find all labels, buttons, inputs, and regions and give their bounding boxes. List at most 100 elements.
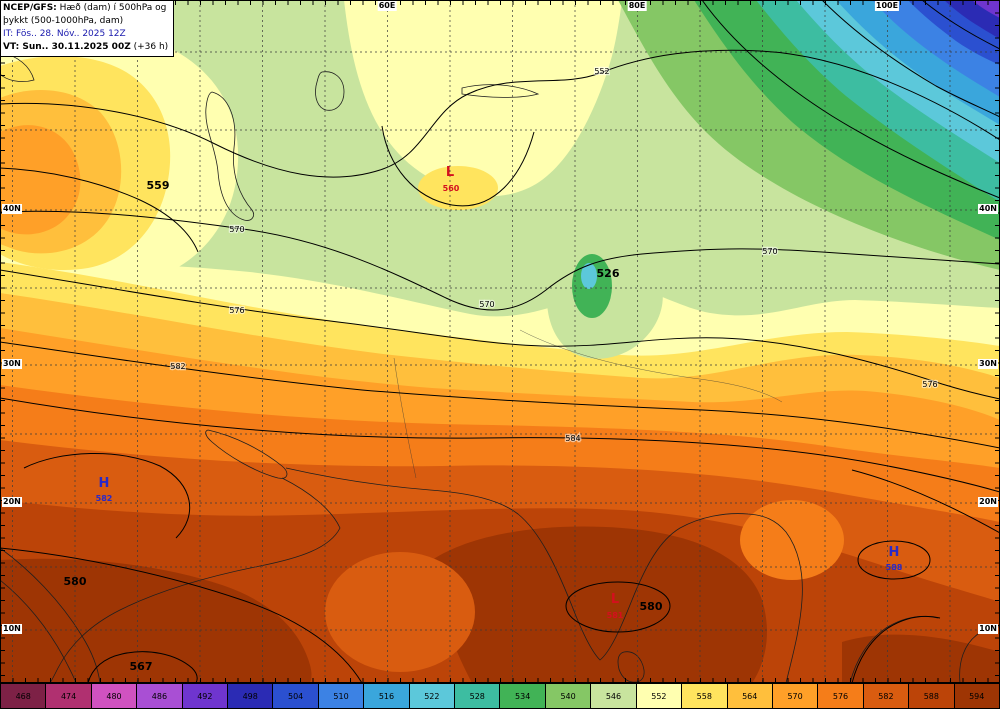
colorbar-cell: 570: [772, 684, 819, 708]
colorbar-value: 516: [378, 691, 395, 701]
india-coastline: [285, 467, 803, 683]
contour-570: [0, 210, 1000, 311]
colorbar-cell: 492: [182, 684, 229, 708]
bold-label-559: 559: [147, 179, 170, 192]
colorbar-cell: 504: [273, 684, 319, 708]
colorbar: 468 474 480 486 492 498 504 510 516 522 528 534 540 5…: [0, 683, 1000, 709]
border-line-1: [393, 357, 417, 479]
bold-label-580: 580: [64, 575, 87, 588]
colorbar-value: 564: [742, 691, 758, 701]
colorbar-cell: 594: [954, 684, 999, 708]
height-contours: [0, 0, 1000, 683]
colorbar-cell: 588: [909, 684, 955, 708]
contour-559: [0, 167, 199, 253]
contour-label-576: 576: [922, 380, 937, 389]
weather-map-canvas: 552 570 570 570 576 576 582 584 559 526 …: [0, 0, 1000, 683]
lon-label-100e: 100E: [874, 1, 900, 11]
valid-time-main: VT: Sun.. 30.11.2025 00Z: [3, 42, 131, 52]
colorbar-cell: 528: [455, 684, 501, 708]
colorbar-value: 594: [969, 691, 985, 701]
contour-552: [0, 49, 1000, 178]
colorbar-cell: 546: [591, 684, 637, 708]
band-522-pocket: [581, 263, 597, 289]
band-492: [972, 0, 1000, 18]
lon-label-60e: 60E: [377, 1, 397, 11]
red-sea-east: [0, 547, 101, 683]
lat-label-30n-right: 30N: [978, 359, 998, 369]
colorbar-cell: 486: [137, 684, 183, 708]
bold-label-580: 580: [640, 600, 663, 613]
band-558-spot: [418, 166, 498, 210]
colorbar-value: 522: [424, 691, 440, 701]
aral-sea: [315, 71, 345, 111]
low-marker-value: 560: [443, 184, 460, 193]
contour-label-582: 582: [170, 362, 185, 371]
colorbar-cell: 516: [364, 684, 410, 708]
colorbar-cell: 534: [500, 684, 546, 708]
colorbar-cell: 480: [91, 684, 138, 708]
contour-580-west: [0, 547, 363, 683]
colorbar-value: 552: [651, 691, 667, 701]
colorbar-value: 534: [515, 691, 531, 701]
model-name: NCEP/GFS:: [3, 3, 57, 13]
bold-label-567: 567: [130, 660, 153, 673]
lat-label-40n-right: 40N: [978, 204, 998, 214]
colorbar-cell: 522: [409, 684, 456, 708]
colorbar-cell: 582: [863, 684, 910, 708]
colorbar-cell: 564: [727, 684, 773, 708]
map-labels: 552 570 570 570 576 576 582 584 559 526 …: [64, 66, 939, 673]
colorbar-cell: 552: [636, 684, 683, 708]
colorbar-cell: 558: [682, 684, 728, 708]
lat-label-10n-left: 10N: [2, 624, 22, 634]
band-594-east: [842, 634, 1000, 683]
lat-label-20n-right: 20N: [978, 497, 998, 507]
contour-ne-2: [821, 0, 1000, 118]
colorbar-value: 588: [923, 691, 939, 701]
colorbar-value: 486: [151, 691, 168, 701]
lat-label-10n-right: 10N: [978, 624, 998, 634]
lat-label-30n-left: 30N: [2, 359, 22, 369]
caspian-sea: [205, 91, 254, 221]
high-marker-value: 582: [96, 494, 113, 503]
colorbar-value: 504: [288, 691, 304, 701]
lon-label-80e: 80E: [627, 1, 647, 11]
lat-label-20n-left: 20N: [2, 497, 22, 507]
colorbar-value: 582: [878, 691, 894, 701]
contour-se-2: [851, 615, 941, 683]
colorbar-cell: 498: [228, 684, 274, 708]
band-582-sea-patch: [325, 552, 475, 672]
title-box: NCEP/GFS: Hæð (dam) í 500hPa og þykkt (5…: [0, 0, 175, 57]
contour-ne-1: [701, 0, 1000, 199]
band-576-bay-patch: [740, 500, 844, 580]
contour-label-570: 570: [762, 247, 777, 256]
band-594-center: [432, 526, 767, 683]
contour-580-loop: [565, 581, 671, 633]
contour-label-576: 576: [229, 306, 244, 315]
colorbar-value: 498: [242, 691, 258, 701]
title-line-1: NCEP/GFS: Hæð (dam) í 500hPa og: [3, 2, 168, 15]
contour-588-loop: [857, 540, 931, 580]
low-marker: L: [611, 592, 619, 607]
title-line-2: þykkt (500-1000hPa, dam): [3, 16, 124, 26]
colorbar-cell: 576: [818, 684, 864, 708]
high-marker-value: 588: [886, 563, 903, 572]
title-text: Hæð (dam) í 500hPa og: [56, 3, 167, 13]
contour-label-570: 570: [229, 225, 244, 234]
colorbar-value: 528: [469, 691, 485, 701]
band-594-west: [0, 558, 312, 683]
contour-ne-3: [921, 0, 1000, 50]
colorbar-value: 510: [333, 691, 349, 701]
contour-se-1: [851, 469, 1000, 534]
colorbar-value: 576: [832, 691, 849, 701]
colorbar-cell: 540: [545, 684, 592, 708]
contour-label-584: 584: [565, 434, 580, 443]
colorbar-value: 558: [696, 691, 712, 701]
bold-label-526: 526: [597, 267, 620, 280]
contour-567-loop: [87, 651, 198, 683]
contour-arc-west-high: [23, 452, 191, 539]
low-marker-value: 581: [607, 611, 624, 620]
colorbar-value: 468: [15, 691, 31, 701]
contour-576: [0, 269, 1000, 400]
contour-582: [0, 341, 1000, 449]
thickness-fill-layers: [0, 0, 1000, 683]
